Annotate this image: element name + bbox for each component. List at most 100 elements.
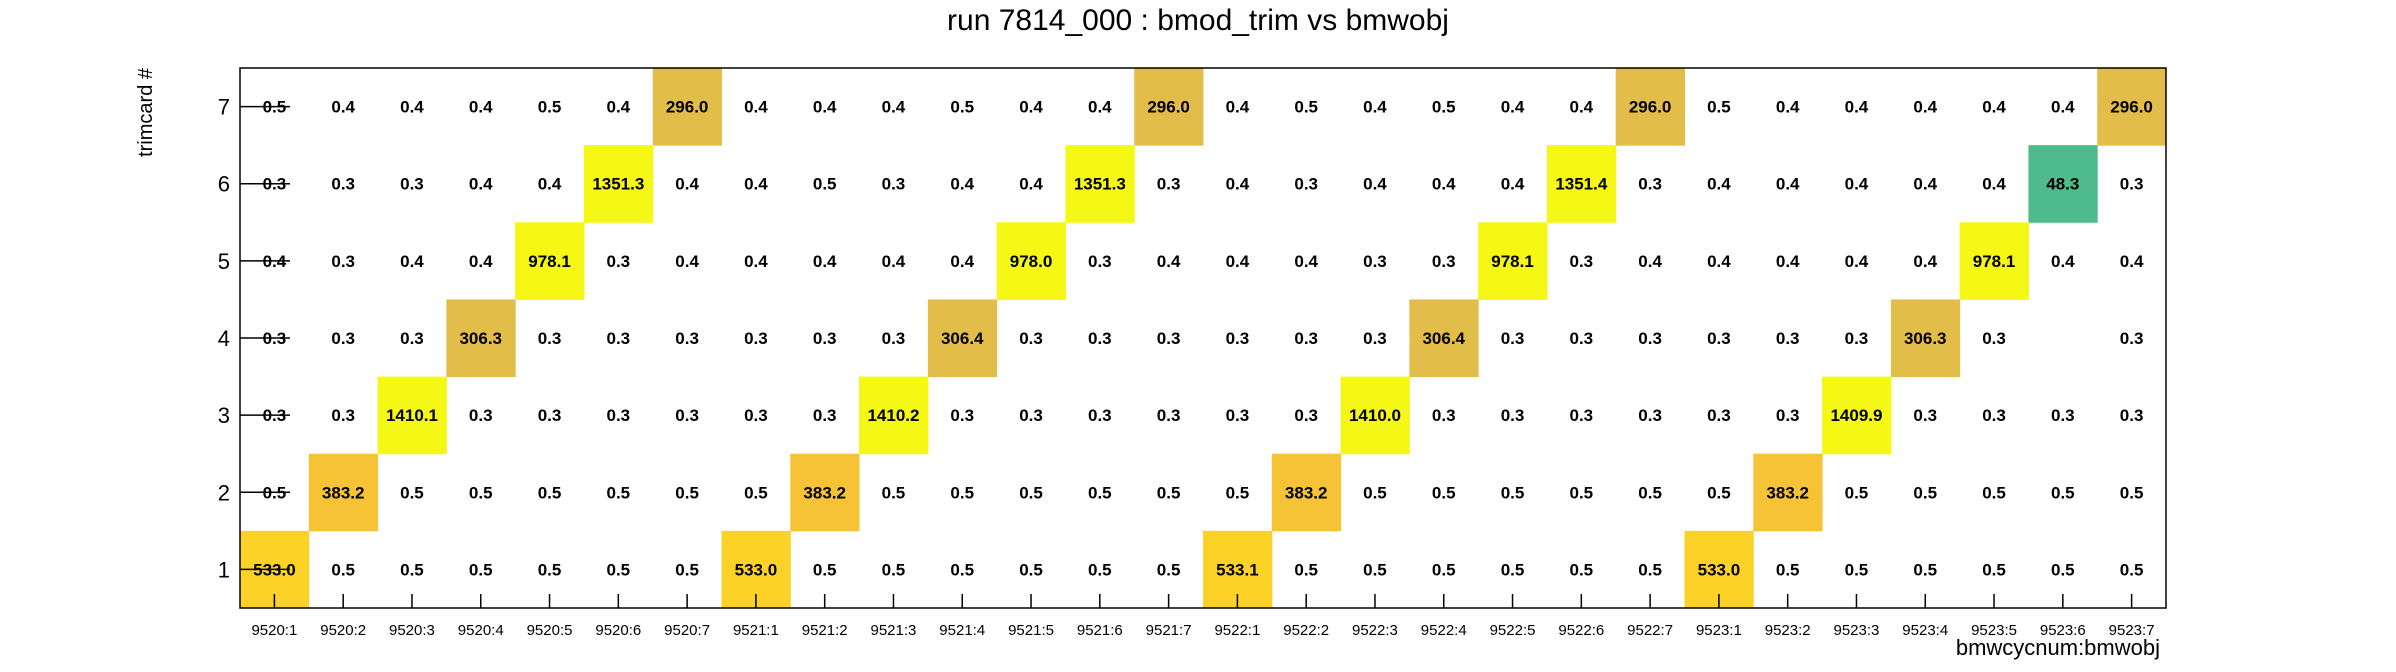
cell-value-label: 306.4 [941, 329, 984, 348]
cell-value-label: 0.5 [1088, 483, 1112, 502]
cell-value-label: 0.4 [1226, 98, 1250, 117]
cell-value-label: 0.5 [675, 483, 699, 502]
cell-value-label: 0.3 [2051, 406, 2075, 425]
x-tick-label: 9520:4 [458, 622, 504, 639]
cell-value-label: 0.4 [1569, 98, 1593, 117]
cell-value-label: 0.3 [1638, 406, 1662, 425]
cell-value-label: 0.5 [606, 483, 630, 502]
cell-value-label: 0.4 [1776, 98, 1800, 117]
cell-value-label: 0.5 [1638, 483, 1662, 502]
y-tick-label: 1 [218, 557, 230, 582]
cell-value-label: 0.4 [744, 252, 768, 271]
heatmap-cell [308, 453, 379, 532]
x-tick-label: 9523:4 [1902, 622, 1948, 639]
cell-value-label: 0.3 [2120, 329, 2144, 348]
cell-value-label: 0.4 [1363, 175, 1387, 194]
cell-value-label: 0.5 [538, 560, 562, 579]
heatmap-cell [1890, 299, 1961, 378]
cell-value-label: 0.5 [882, 483, 906, 502]
heatmap-cell [996, 222, 1066, 300]
cell-value-label: 0.4 [2051, 252, 2075, 271]
cell-value-label: 0.4 [1776, 252, 1800, 271]
x-tick-label: 9522:5 [1490, 622, 1536, 639]
x-axis: 9520:1 9520:2 9520:3 9520:4 9520:5 9520:6 9520… [251, 594, 2155, 639]
cell-value-label: 0.4 [1432, 175, 1456, 194]
cell-value-label: 0.3 [331, 406, 355, 425]
cell-value-label: 0.4 [882, 98, 906, 117]
cell-value-label: 0.3 [538, 406, 562, 425]
cell-value-label: 0.4 [1982, 98, 2006, 117]
cell-value-label: 0.5 [1157, 483, 1181, 502]
x-tick-label: 9523:3 [1834, 622, 1880, 639]
y-tick-label: 2 [218, 480, 230, 505]
cell-value-label: 0.3 [1569, 406, 1593, 425]
cell-value-label: 383.2 [1285, 483, 1328, 502]
cell-value-label: 0.3 [1019, 406, 1043, 425]
heatmap-cell [2097, 68, 2167, 146]
cell-value-label: 0.4 [744, 175, 768, 194]
y-axis: 1 2 3 4 5 6 7 [218, 95, 290, 582]
cell-value-label: 0.4 [1913, 175, 1937, 194]
cell-value-label: 0.5 [2051, 560, 2075, 579]
cell-value-label: 0.5 [813, 175, 837, 194]
cell-value-label: 0.4 [675, 175, 699, 194]
cell-value-label: 1410.2 [867, 406, 919, 425]
cell-value-label: 0.4 [950, 252, 974, 271]
cell-value-label: 0.4 [331, 98, 355, 117]
x-tick-label: 9521:2 [802, 622, 848, 639]
cell-value-label: 0.3 [882, 175, 906, 194]
x-tick-label: 9520:1 [251, 622, 297, 639]
cell-value-label: 0.5 [1501, 560, 1525, 579]
cell-value-label: 306.3 [1904, 329, 1947, 348]
x-tick-label: 9520:3 [389, 622, 435, 639]
x-tick-label: 9521:1 [733, 622, 779, 639]
cell-value-label: 0.4 [1501, 175, 1525, 194]
heatmap-cell [1546, 145, 1617, 223]
heatmap-cell [1409, 299, 1479, 378]
cell-value-label: 0.4 [1226, 175, 1250, 194]
cell-value-label: 0.3 [1157, 406, 1181, 425]
cell-value-label: 1351.3 [592, 175, 644, 194]
cell-value-label: 0.3 [331, 329, 355, 348]
cell-value-label: 0.5 [1363, 483, 1387, 502]
cell-value-label: 0.4 [1845, 252, 1869, 271]
cell-value-label: 306.4 [1422, 329, 1465, 348]
cell-value-label: 0.4 [1088, 98, 1112, 117]
x-tick-label: 9521:7 [1146, 622, 1192, 639]
y-tick-label: 7 [218, 95, 230, 120]
cell-value-label: 533.0 [735, 560, 778, 579]
heatmap-cell [790, 453, 860, 532]
cell-value-label: 0.3 [882, 329, 906, 348]
cell-value-label: 0.5 [400, 483, 424, 502]
cell-value-label: 0.4 [1157, 252, 1181, 271]
heatmap-cell [1615, 68, 1685, 146]
cell-value-label: 1410.1 [386, 406, 438, 425]
cell-value-label: 0.3 [1088, 329, 1112, 348]
cell-value-label: 306.3 [459, 329, 502, 348]
cell-value-label: 0.4 [1845, 98, 1869, 117]
cell-value-label: 0.5 [950, 560, 974, 579]
cell-value-label: 0.5 [1707, 98, 1731, 117]
cell-value-label: 0.3 [1157, 175, 1181, 194]
x-tick-label: 9523:6 [2040, 622, 2086, 639]
x-tick-label: 9523:2 [1765, 622, 1811, 639]
cell-value-label: 0.3 [606, 406, 630, 425]
cell-value-label: 0.3 [1294, 175, 1318, 194]
cell-value-label: 296.0 [666, 98, 709, 117]
cell-value-label: 0.3 [813, 329, 837, 348]
heatmap-cell [652, 68, 722, 146]
cell-value-label: 0.5 [1294, 560, 1318, 579]
cell-value-label: 296.0 [2110, 98, 2153, 117]
cell-value-label: 0.4 [469, 98, 493, 117]
y-tick-label: 3 [218, 403, 230, 428]
cell-value-label: 48.3 [2046, 175, 2079, 194]
x-tick-label: 9523:7 [2109, 622, 2155, 639]
cell-value-label: 0.4 [606, 98, 630, 117]
cell-value-label: 0.5 [1845, 483, 1869, 502]
cell-value-label: 0.5 [2120, 483, 2144, 502]
cell-value-label: 0.4 [1845, 175, 1869, 194]
cell-value-label: 0.5 [2051, 483, 2075, 502]
cell-value-label: 0.5 [538, 483, 562, 502]
cell-value-label: 0.3 [1501, 406, 1525, 425]
